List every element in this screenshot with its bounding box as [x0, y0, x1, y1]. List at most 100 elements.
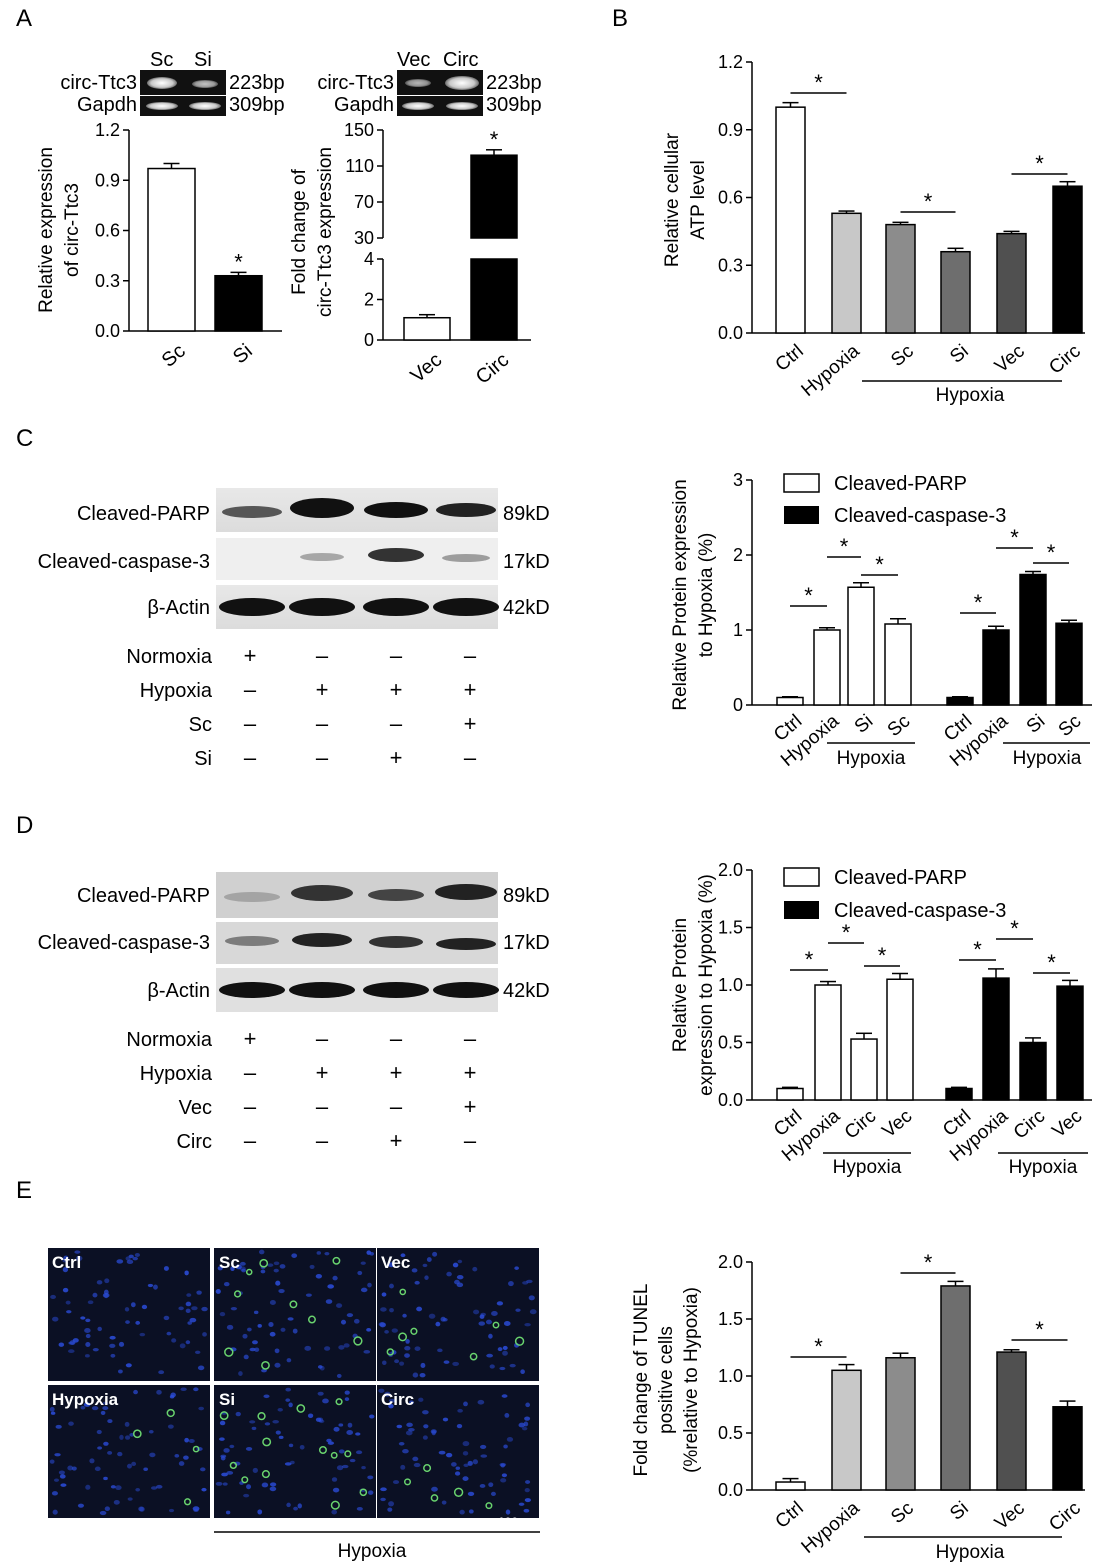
nucleus — [113, 1499, 120, 1505]
nucleus — [278, 1435, 284, 1439]
nucleus — [51, 1491, 58, 1496]
tunel-positive-cell — [430, 1494, 439, 1502]
c-legend-swatch-parp — [783, 473, 820, 493]
e-bar — [1052, 1406, 1083, 1491]
nucleus — [524, 1487, 530, 1493]
condition-sign: – — [244, 1094, 257, 1119]
nucleus — [87, 1300, 94, 1305]
nucleus — [391, 1328, 398, 1333]
a1-y-tick-label: 0.9 — [95, 170, 120, 190]
nucleus — [96, 1280, 103, 1285]
b-sig-star: * — [814, 70, 823, 95]
tunel-positive-cell — [296, 1404, 306, 1413]
nucleus — [58, 1470, 65, 1475]
nucleus — [324, 1251, 330, 1256]
nucleus — [472, 1266, 478, 1272]
nucleus — [399, 1361, 405, 1366]
nucleus — [97, 1326, 102, 1332]
nucleus — [83, 1402, 91, 1407]
c-size-89: 89kD — [503, 503, 550, 525]
nucleus — [478, 1321, 486, 1326]
nucleus — [520, 1369, 525, 1375]
nucleus — [178, 1461, 185, 1466]
tunel-positive-cell — [289, 1300, 298, 1309]
nucleus — [488, 1333, 493, 1339]
nucleus — [235, 1411, 241, 1417]
a2-bar — [470, 258, 518, 341]
condition-name: Vec — [179, 1097, 212, 1119]
nucleus — [100, 1410, 106, 1415]
nucleus — [463, 1401, 468, 1407]
nucleus — [274, 1348, 280, 1354]
c-s0-sig-star: * — [840, 534, 849, 559]
nucleus — [125, 1363, 132, 1368]
band — [433, 982, 499, 998]
nucleus — [196, 1290, 202, 1295]
c-s0-bar — [776, 696, 804, 706]
nucleus — [131, 1461, 137, 1467]
e-x-label: Si — [946, 1498, 972, 1525]
e-x-label: Ctrl — [772, 1498, 808, 1533]
gel-band — [147, 77, 177, 89]
c-s1-x-label: Si — [1023, 711, 1049, 738]
nucleus — [201, 1487, 207, 1492]
tile-label-circ: Circ — [381, 1390, 414, 1409]
gel2-lane-circ: Circ — [443, 49, 479, 71]
nucleus — [286, 1358, 292, 1363]
c-group-label-1: Hypoxia — [837, 748, 906, 769]
nucleus — [462, 1451, 469, 1456]
nucleus — [80, 1405, 86, 1410]
c-row-actin: β-Actin — [147, 597, 210, 619]
c-s1-sig-star: * — [1010, 525, 1019, 550]
nucleus — [185, 1340, 191, 1345]
nucleus — [230, 1266, 235, 1272]
condition-sign: – — [464, 745, 477, 770]
nucleus — [223, 1281, 230, 1287]
tunel-positive-cell — [257, 1411, 266, 1421]
nucleus — [109, 1335, 116, 1340]
b-bar — [775, 106, 806, 334]
nucleus — [529, 1309, 537, 1315]
d-condition-table: Normoxia + – – – Hypoxia – + + + Vec – – – + Circ – – + – — [126, 1026, 476, 1153]
d-s0-sig-star: * — [805, 947, 814, 972]
nucleus — [305, 1293, 312, 1297]
nucleus — [89, 1458, 95, 1464]
nucleus — [54, 1453, 61, 1457]
e-y-tick-label: 1.0 — [718, 1366, 743, 1386]
nucleus — [188, 1438, 195, 1444]
condition-sign: – — [244, 711, 257, 736]
nucleus — [387, 1507, 393, 1512]
e-y-tick-label: 2.0 — [718, 1252, 743, 1272]
nucleus — [55, 1424, 62, 1429]
nucleus — [127, 1497, 133, 1501]
gel1-row-gapdh: Gapdh — [77, 94, 137, 116]
b-ylabel-line2: ATP level — [688, 160, 709, 240]
e-sig-star: * — [1035, 1317, 1044, 1342]
nucleus — [432, 1251, 438, 1257]
nucleus — [346, 1429, 354, 1435]
gel-band — [405, 79, 431, 87]
nucleus — [141, 1304, 148, 1310]
band — [225, 936, 279, 946]
nucleus — [402, 1449, 409, 1454]
d-y-tick-label: 2.0 — [718, 860, 743, 880]
condition-sign: + — [244, 643, 257, 668]
blot-d: Cleaved-PARP Cleaved-caspase-3 β-Actin 8… — [38, 872, 550, 1012]
c-s1-bar — [1019, 573, 1047, 706]
nucleus — [489, 1364, 495, 1369]
d-s0-x-label: Vec — [878, 1106, 916, 1142]
nucleus — [389, 1283, 394, 1289]
e-bar — [885, 1357, 916, 1491]
nucleus — [389, 1307, 394, 1313]
nucleus — [437, 1348, 443, 1353]
nucleus — [343, 1343, 350, 1348]
nucleus — [524, 1416, 531, 1421]
condition-sign: – — [390, 711, 403, 736]
nucleus — [382, 1360, 387, 1366]
nucleus — [499, 1462, 507, 1467]
nucleus — [116, 1259, 124, 1264]
a2-upper-y-tick-label: 30 — [354, 228, 374, 248]
nucleus — [115, 1485, 122, 1491]
nucleus — [149, 1452, 156, 1458]
nucleus — [404, 1353, 410, 1358]
